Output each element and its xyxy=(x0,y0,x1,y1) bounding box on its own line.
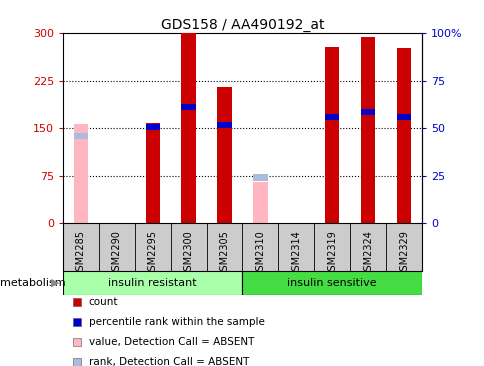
Bar xyxy=(324,113,339,120)
Text: GSM2290: GSM2290 xyxy=(112,231,121,277)
Bar xyxy=(145,123,160,223)
Title: GDS158 / AA490192_at: GDS158 / AA490192_at xyxy=(160,18,324,32)
Text: percentile rank within the sample: percentile rank within the sample xyxy=(89,317,264,327)
Text: GSM2285: GSM2285 xyxy=(76,231,86,277)
Bar xyxy=(74,124,88,223)
Text: insulin resistant: insulin resistant xyxy=(108,278,197,288)
Bar xyxy=(396,48,410,223)
Bar xyxy=(253,175,267,181)
Bar xyxy=(253,182,267,223)
Text: metabolism: metabolism xyxy=(0,278,66,288)
Bar xyxy=(181,33,196,223)
Text: GSM2310: GSM2310 xyxy=(255,231,265,277)
Bar xyxy=(217,87,231,223)
Bar xyxy=(217,122,231,128)
Text: GSM2314: GSM2314 xyxy=(291,231,301,277)
Text: GSM2295: GSM2295 xyxy=(148,231,157,277)
Bar xyxy=(63,271,242,295)
Text: insulin sensitive: insulin sensitive xyxy=(287,278,376,288)
Text: GSM2324: GSM2324 xyxy=(363,231,372,277)
Bar xyxy=(242,271,421,295)
Text: rank, Detection Call = ABSENT: rank, Detection Call = ABSENT xyxy=(89,357,249,366)
Bar xyxy=(324,47,339,223)
Bar xyxy=(145,124,160,130)
Text: count: count xyxy=(89,297,118,307)
Bar xyxy=(396,113,410,120)
Bar xyxy=(360,37,375,223)
Bar xyxy=(360,109,375,115)
Bar xyxy=(74,132,88,139)
Text: GSM2329: GSM2329 xyxy=(398,231,408,277)
Text: value, Detection Call = ABSENT: value, Detection Call = ABSENT xyxy=(89,337,254,347)
Text: GSM2305: GSM2305 xyxy=(219,231,229,277)
Text: ▶: ▶ xyxy=(51,278,60,288)
Text: GSM2319: GSM2319 xyxy=(327,231,336,277)
Text: GSM2300: GSM2300 xyxy=(183,231,193,277)
Bar xyxy=(181,104,196,110)
